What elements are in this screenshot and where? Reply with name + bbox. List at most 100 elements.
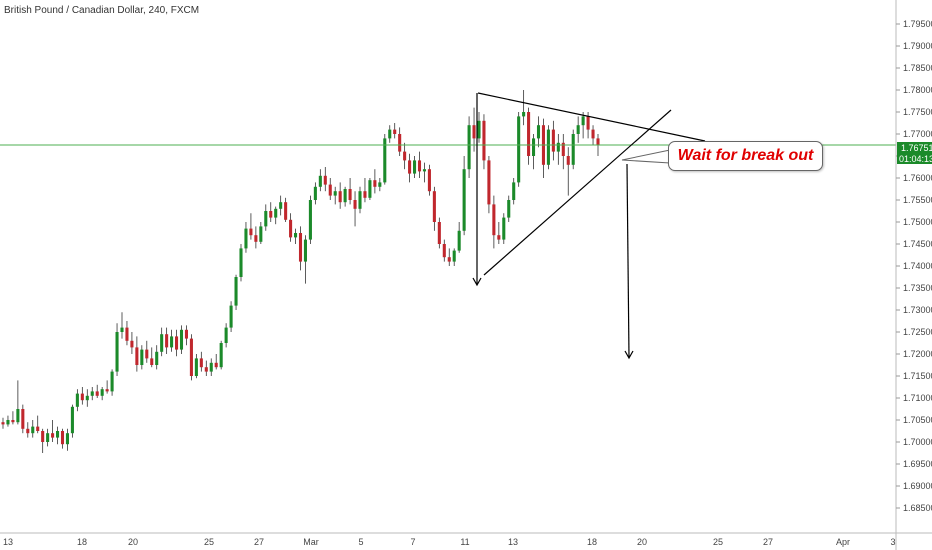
y-tick-label: 1.75000 (903, 217, 932, 227)
candle-down (408, 160, 412, 174)
y-tick-label: 1.76000 (903, 173, 932, 183)
candle-up (160, 334, 164, 352)
candle-down (427, 169, 431, 192)
measure-arrowhead-left (472, 277, 482, 287)
candle-up (378, 182, 382, 187)
triangle-bottom-line (483, 109, 672, 276)
drawings-layer (472, 92, 706, 360)
x-tick-label: 20 (637, 537, 647, 547)
candle-up (224, 327, 228, 343)
candle-down (497, 235, 501, 240)
y-tick-label: 1.79500 (903, 19, 932, 29)
candle-down (1, 422, 5, 425)
candle-up (279, 202, 283, 209)
y-tick-label: 1.77000 (903, 129, 932, 139)
x-tick-label: 13 (3, 537, 13, 547)
candle-down (398, 134, 402, 152)
x-tick-label: 13 (508, 537, 518, 547)
candle-up (313, 186, 317, 200)
candle-up (85, 395, 89, 401)
candle-up (581, 116, 585, 126)
x-tick-label: Apr (836, 537, 850, 547)
candle-down (199, 358, 203, 368)
candle-down (125, 327, 129, 341)
y-tick-label: 1.69500 (903, 459, 932, 469)
y-tick-label: 1.78500 (903, 63, 932, 73)
candle-down (417, 160, 422, 172)
candle-up (303, 239, 307, 262)
x-tick-label: 18 (587, 537, 597, 547)
candle-down (393, 129, 397, 134)
candle-down (447, 257, 451, 262)
candle-up (234, 277, 238, 306)
callout-pointer (621, 149, 671, 164)
y-tick-label: 1.75500 (903, 195, 932, 205)
y-tick-label: 1.74000 (903, 261, 932, 271)
candle-down (165, 334, 169, 348)
countdown-badge: 01:04:13 (897, 153, 932, 164)
candlestick-series (1, 90, 600, 453)
candle-down (135, 347, 139, 365)
candle-down (442, 244, 446, 258)
x-tick-label: Mar (303, 537, 319, 547)
candle-up (31, 426, 35, 434)
candle-up (90, 391, 94, 396)
y-tick-label: 1.70000 (903, 437, 932, 447)
candle-up (110, 371, 114, 392)
candle-up (517, 116, 521, 183)
candle-up (264, 211, 268, 227)
y-tick-label: 1.72500 (903, 327, 932, 337)
candle-down (353, 200, 357, 209)
candle-up (546, 129, 550, 165)
candle-down (591, 129, 595, 139)
x-tick-label: 27 (763, 537, 773, 547)
candle-up (318, 175, 322, 187)
y-tick-label: 1.79000 (903, 41, 932, 51)
time-axis: 13 18 20 25 27 Mar 5 7 11 13 18 20 25 27 Apr 3 (3, 537, 896, 547)
candle-down (566, 156, 570, 165)
y-tick-label: 1.71500 (903, 371, 932, 381)
candle-down (472, 125, 476, 139)
candle-up (6, 420, 10, 425)
triangle-top-line (477, 92, 706, 142)
candle-down (289, 219, 293, 238)
candle-down (41, 431, 45, 442)
candle-up (556, 142, 560, 152)
x-tick-label: 3 (890, 537, 895, 547)
candle-down (328, 184, 332, 196)
candle-up (274, 208, 278, 218)
candle-up (16, 409, 20, 423)
x-tick-label: 18 (77, 537, 87, 547)
candle-up (576, 125, 580, 134)
candle-down (254, 235, 258, 242)
candle-up (422, 169, 426, 172)
y-tick-label: 1.78000 (903, 85, 932, 95)
countdown-label: 01:04:13 (899, 154, 932, 164)
y-tick-label: 1.68500 (903, 503, 932, 513)
candle-down (175, 336, 179, 350)
candle-up (244, 228, 248, 249)
candle-up (532, 138, 536, 156)
y-tick-label: 1.69000 (903, 481, 932, 491)
candle-down (323, 175, 327, 185)
candle-up (115, 332, 119, 372)
candle-down (298, 233, 303, 262)
candle-up (452, 250, 456, 262)
annotation-callout[interactable]: Wait for break out (668, 141, 823, 171)
last-price-badge: 1.76751 (897, 142, 932, 153)
candle-down (189, 338, 193, 376)
candle-down (204, 367, 208, 372)
last-price-label: 1.76751 (901, 143, 932, 153)
candle-down (338, 191, 342, 203)
candle-down (60, 431, 65, 445)
candle-up (308, 200, 312, 240)
target-line (626, 163, 630, 358)
candle-down (403, 151, 407, 161)
candle-down (487, 160, 491, 205)
x-tick-label: 25 (713, 537, 723, 547)
candle-down (284, 202, 288, 220)
candle-up (100, 389, 104, 396)
candle-up (239, 248, 243, 277)
candle-up (477, 120, 481, 139)
